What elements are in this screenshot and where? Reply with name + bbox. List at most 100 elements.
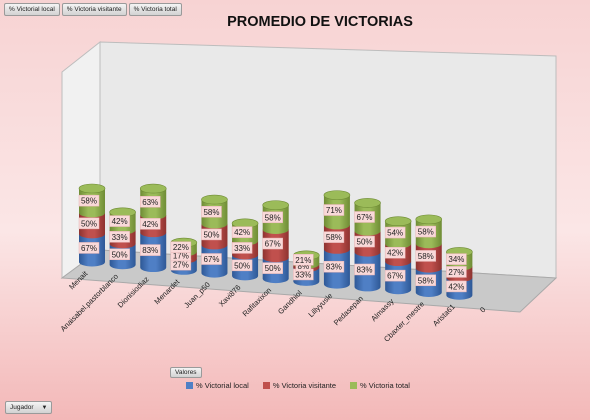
legend-swatch-total [350,382,358,389]
data-label-local-8: 83% [326,263,342,272]
bar-top-cap-2 [139,183,167,194]
data-label-local-0: 67% [81,244,97,253]
field-button-local[interactable]: % Victorial local [4,3,60,16]
data-label-box-visitante-11 [415,250,437,262]
bar-top-cap-10 [384,216,412,227]
data-label-box-local-11 [415,274,437,287]
data-label-box-total-0 [78,194,100,207]
legend-item-visitante: % Victoria visitante [262,381,337,390]
data-label-visitante-5: 33% [234,244,250,253]
data-label-box-total-6 [262,211,283,224]
data-label-box-total-12 [446,253,467,265]
data-label-local-4: 67% [203,255,219,264]
data-label-local-9: 83% [357,265,373,274]
data-label-local-12: 42% [448,282,464,291]
data-label-visitante-9: 50% [357,238,373,247]
data-label-box-total-8 [323,204,345,216]
data-label-total-11: 58% [418,228,434,237]
data-label-box-total-3 [170,241,192,253]
data-label-box-total-4 [201,206,222,218]
chevron-down-icon: ▼ [41,404,48,411]
data-label-total-3: 22% [173,243,189,252]
data-label-box-local-9 [354,263,375,276]
data-label-visitante-10: 42% [387,249,403,258]
data-label-box-local-10 [384,269,406,282]
data-label-visitante-8: 58% [326,233,342,242]
data-label-visitante-12: 27% [448,268,464,277]
data-label-box-local-6 [262,262,283,274]
data-label-box-local-8 [323,260,345,273]
data-label-total-7: 21% [295,256,311,265]
data-label-box-total-7 [293,254,314,266]
data-label-total-1: 42% [112,217,128,226]
data-label-box-visitante-5 [231,242,253,254]
data-label-local-6: 50% [265,264,281,273]
data-label-box-total-2 [139,196,161,208]
data-label-box-local-1 [109,248,130,261]
data-label-total-0: 58% [81,197,97,206]
data-label-box-visitante-8 [323,231,345,243]
legend-swatch-visitante [262,382,270,389]
data-label-box-visitante-6 [262,237,283,250]
data-label-total-6: 58% [265,213,281,222]
data-label-box-total-1 [109,215,130,227]
legend-item-total: % Victoria total [350,381,410,390]
data-label-visitante-11: 58% [418,252,434,261]
field-button-total[interactable]: % Victoria total [128,3,182,16]
bar-top-cap-6 [262,200,289,210]
chart-title: PROMEDIO DE VICTORIAS [227,14,413,30]
data-label-visitante-3: 17% [173,251,189,260]
x-tick-label-1: Anaisabel.pastorblanco [59,272,121,334]
bar-top-cap-9 [354,198,381,208]
data-label-visitante-0: 50% [81,219,97,228]
data-label-local-11: 58% [418,276,434,285]
data-label-visitante-6: 67% [265,240,281,249]
legend-label-visitante: % Victoria visitante [272,381,337,390]
valores-field-button[interactable]: Valores [170,367,202,378]
data-label-local-5: 50% [234,261,250,270]
bar-top-cap-4 [201,194,228,205]
data-label-box-visitante-10 [384,246,406,259]
data-label-box-visitante-0 [78,217,100,230]
pivot-field-buttons: % Victorial local % Victoria visitante %… [4,3,182,16]
data-label-total-2: 63% [142,198,158,207]
data-label-box-local-5 [231,259,253,272]
data-label-local-3: 27% [173,261,189,270]
data-label-local-7: 33% [295,270,311,279]
legend-swatch-local [186,382,193,389]
data-label-box-visitante-1 [109,231,130,243]
data-label-box-total-10 [384,226,406,239]
chart-legend: % Victorial local % Victoria visitante %… [186,381,410,390]
legend-item-local: % Victorial local [186,381,249,390]
data-label-total-4: 58% [203,208,219,217]
data-label-box-visitante-2 [139,218,161,230]
data-label-total-8: 71% [326,206,342,215]
data-label-total-12: 34% [448,255,464,264]
bar-top-cap-11 [415,214,443,225]
data-label-box-visitante-9 [354,235,375,248]
data-label-total-10: 54% [387,229,403,238]
legend-label-total: % Victoria total [360,381,410,390]
data-label-box-total-5 [231,226,253,238]
data-label-total-9: 67% [357,213,373,222]
data-label-visitante-4: 50% [203,230,219,239]
data-label-visitante-2: 42% [142,220,158,229]
data-label-box-visitante-4 [201,228,222,241]
field-button-visitante[interactable]: % Victoria visitante [61,3,127,16]
data-label-box-total-9 [354,211,375,223]
x-tick-label-13: 0 [478,305,487,314]
data-label-local-10: 67% [387,272,403,281]
data-label-box-local-2 [139,244,161,256]
data-label-box-total-11 [415,225,437,238]
bar-top-cap-8 [323,190,351,200]
jugador-filter-label: Jugador [10,404,34,411]
jugador-filter-dropdown[interactable]: Jugador ▼ [5,401,53,414]
data-label-local-2: 83% [142,246,158,255]
data-label-box-local-4 [201,253,222,265]
data-label-visitante-1: 33% [112,233,128,242]
legend-label-local: % Victorial local [196,381,249,390]
data-label-total-5: 42% [234,228,250,237]
data-label-local-1: 50% [112,250,128,259]
bar-top-cap-0 [78,183,106,194]
